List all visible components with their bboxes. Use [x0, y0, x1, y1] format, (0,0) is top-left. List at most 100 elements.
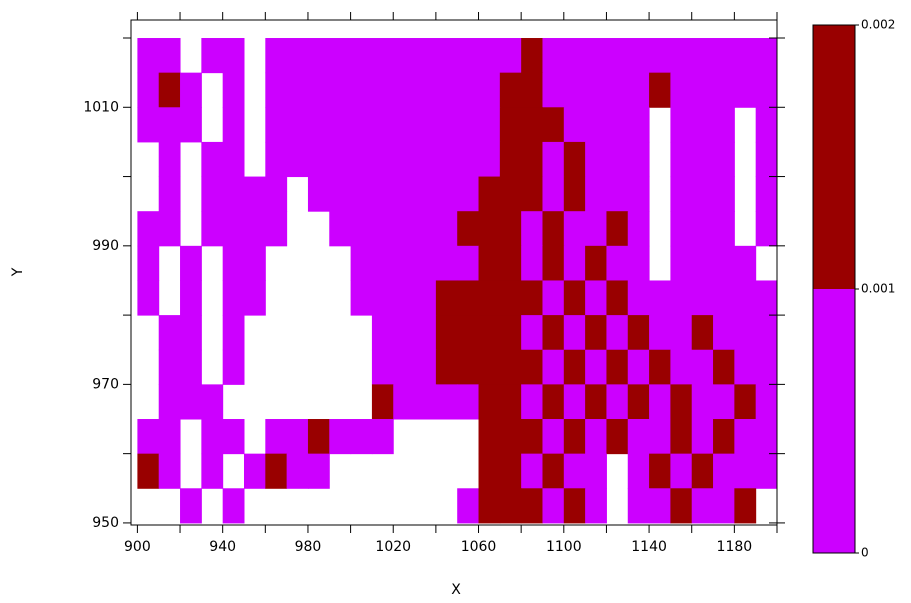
heat-cell — [734, 488, 757, 524]
x-axis-label: X — [451, 582, 461, 598]
heat-cell — [606, 211, 629, 247]
heat-cell — [670, 315, 693, 351]
heat-cell — [371, 384, 394, 420]
y-tick-label: 970 — [92, 376, 119, 392]
heat-cell — [478, 349, 501, 385]
heat-cell — [414, 280, 437, 316]
heat-cell — [585, 315, 607, 351]
heat-cell — [670, 72, 693, 108]
heat-cell — [222, 315, 245, 351]
heat-cell — [435, 315, 458, 351]
heat-cell — [499, 38, 522, 74]
heat-cell — [158, 72, 181, 108]
heat-cell — [222, 488, 245, 524]
heat-cell — [585, 349, 607, 385]
heat-cell — [606, 315, 629, 351]
heat-cell — [713, 141, 735, 178]
heat-cell — [371, 245, 394, 281]
heat-cell — [180, 72, 202, 108]
heat-cell — [521, 211, 543, 247]
heat-cell — [435, 72, 458, 108]
heat-cell — [307, 176, 330, 212]
heat-cell — [435, 245, 458, 281]
heat-cell — [222, 211, 245, 247]
heat-cell — [649, 315, 671, 351]
heat-cell — [563, 141, 586, 178]
heat-cell — [307, 141, 330, 178]
heat-cell — [478, 38, 501, 74]
heat-cell — [307, 453, 330, 489]
y-tick-label: 1010 — [83, 99, 119, 115]
heat-cell — [585, 141, 607, 178]
x-tick-label: 980 — [295, 539, 322, 555]
heat-cell — [393, 38, 416, 74]
heat-cell — [499, 107, 522, 143]
heat-cell — [457, 72, 480, 108]
heat-cell — [201, 176, 224, 212]
heat-cell — [222, 72, 245, 108]
heat-cell — [755, 453, 778, 489]
heat-cell — [457, 349, 480, 385]
heat-cell — [222, 38, 245, 74]
heat-cell — [457, 315, 480, 351]
heat-cell — [435, 38, 458, 74]
heat-cell — [563, 107, 586, 143]
heat-cell — [286, 453, 309, 489]
heat-cell — [691, 280, 714, 316]
heat-cell — [329, 38, 352, 74]
heat-cell — [478, 72, 501, 108]
heat-cell — [371, 349, 394, 385]
heat-cell — [222, 107, 245, 143]
heat-cell — [606, 107, 629, 143]
heat-cell — [243, 245, 266, 281]
heat-cell — [457, 245, 480, 281]
heat-cell — [563, 72, 586, 108]
heat-cell — [435, 107, 458, 143]
heat-cell — [137, 38, 160, 74]
heat-cell — [435, 211, 458, 247]
heat-cell — [734, 349, 757, 385]
heat-cell — [371, 315, 394, 351]
heat-cell — [201, 419, 224, 455]
heat-cell — [542, 384, 565, 420]
heat-cell — [307, 38, 330, 74]
heat-cell — [243, 176, 266, 212]
heat-cell — [755, 107, 778, 143]
heat-cell — [670, 280, 693, 316]
heat-cell — [606, 176, 629, 212]
heat-cell — [627, 280, 650, 316]
heat-cell — [755, 176, 778, 212]
heat-cell — [414, 315, 437, 351]
heat-cell — [670, 453, 693, 489]
heat-cell — [649, 488, 671, 524]
heat-cell — [222, 141, 245, 178]
heat-cell — [542, 38, 565, 74]
heat-cell — [713, 488, 735, 524]
heat-cell — [542, 315, 565, 351]
heat-cell — [329, 419, 352, 455]
heat-cell — [180, 315, 202, 351]
heat-cell — [585, 38, 607, 74]
heat-cell — [755, 384, 778, 420]
heat-cell — [521, 245, 543, 281]
heat-cell — [499, 245, 522, 281]
heat-cell — [499, 349, 522, 385]
heat-cell — [670, 38, 693, 74]
heat-cell — [158, 176, 181, 212]
heat-cell — [755, 349, 778, 385]
heat-cell — [201, 453, 224, 489]
x-tick-label: 940 — [209, 539, 236, 555]
heat-cell — [243, 211, 266, 247]
heat-cell — [457, 107, 480, 143]
heat-cell — [393, 107, 416, 143]
heat-cell — [713, 107, 735, 143]
heat-cell — [265, 38, 288, 74]
heat-cell — [521, 38, 543, 74]
heat-cell — [755, 211, 778, 247]
heat-cell — [585, 488, 607, 524]
heat-cell — [222, 349, 245, 385]
heat-cell — [606, 141, 629, 178]
heat-cell — [457, 488, 480, 524]
heat-cell — [414, 72, 437, 108]
heat-cell — [286, 38, 309, 74]
